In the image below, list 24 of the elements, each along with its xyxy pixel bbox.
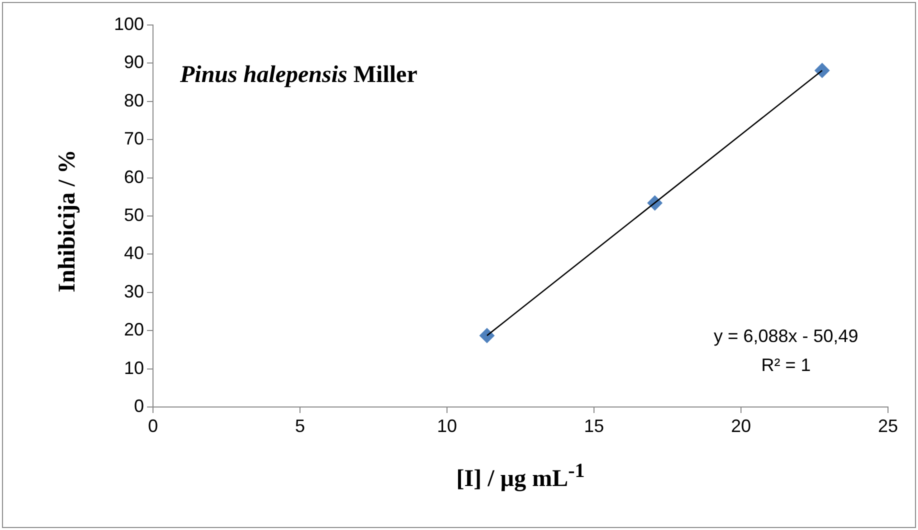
y-tick-label: 100	[114, 14, 144, 34]
y-tick-label: 90	[124, 52, 144, 72]
point	[479, 328, 494, 344]
y-tick-label: 30	[124, 281, 144, 302]
x-axis-title: [I] / µg mL$^{-1}$	[455, 460, 586, 493]
y-tick-label: 70	[124, 128, 144, 149]
x-tick-label: 0	[148, 416, 158, 436]
y-tick-label: 10	[124, 358, 144, 378]
annotation: R² = 1	[761, 354, 811, 375]
y-axis-title: Inhibicija / %	[54, 150, 82, 292]
x-tick-label: 5	[294, 416, 306, 436]
x-tick-label: 25	[878, 416, 898, 436]
y-tick-label: 50	[124, 204, 144, 225]
y-tick-label: 40	[124, 243, 144, 264]
y-tick-label: 60	[124, 166, 144, 187]
point	[814, 62, 830, 78]
x-tick-label: 20	[730, 416, 752, 436]
y-tick-label: 80	[124, 90, 144, 110]
y-tick-label: 20	[124, 320, 144, 340]
annotation: y = 6,088x - 50,49	[714, 326, 858, 346]
x-tick-label: 15	[584, 416, 604, 436]
x-tick-label: 10	[436, 416, 458, 436]
y-tick-label: 0	[134, 396, 144, 416]
text: Pinus halepensis Miller	[180, 62, 418, 89]
